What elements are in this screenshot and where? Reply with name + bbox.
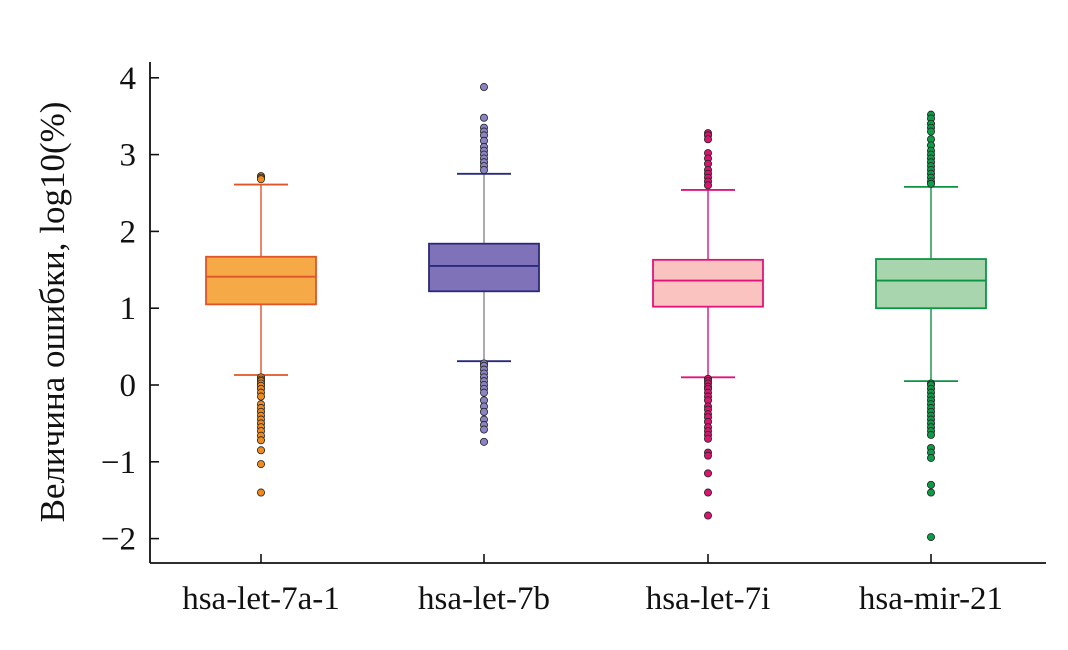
x-tick-label: hsa-mir-21	[859, 581, 1003, 617]
outlier-point	[927, 533, 936, 542]
outlier-point	[927, 453, 936, 462]
outlier-point	[927, 488, 936, 497]
outlier-point	[704, 135, 713, 144]
outlier-point	[704, 181, 713, 190]
outlier-point	[256, 436, 265, 445]
outlier-point	[256, 488, 265, 497]
outlier-point	[927, 430, 936, 439]
outlier-point	[927, 179, 936, 188]
y-tick-label: 2	[120, 214, 137, 250]
outlier-point	[704, 451, 713, 460]
outlier-point	[927, 127, 936, 136]
outlier-point	[256, 460, 265, 469]
outlier-point	[479, 165, 488, 174]
y-tick-label: −2	[101, 522, 136, 558]
outlier-point	[704, 469, 713, 478]
outlier-point	[479, 113, 488, 122]
outlier-point	[704, 434, 713, 443]
plot-area: −2 −1 0 1 2 3 4 hsa-let-7a-1 hsa-let-7b hsa-let-7…	[101, 61, 1046, 617]
outlier-point	[479, 437, 488, 446]
box-iqr	[652, 258, 764, 308]
x-tick-label: hsa-let-7b	[418, 581, 550, 617]
y-axis-label: Величина ошибки, log10(%)	[33, 102, 72, 523]
y-tick-label: 3	[120, 138, 137, 174]
outlier-point	[479, 388, 488, 397]
y-tick-label: −1	[101, 445, 136, 481]
y-tick-label: 4	[120, 61, 137, 97]
box-iqr	[875, 258, 987, 310]
outlier-point	[704, 511, 713, 520]
box-iqr	[205, 255, 317, 306]
outlier-point	[704, 488, 713, 497]
outlier-point	[479, 83, 488, 92]
y-tick-label: 1	[120, 291, 137, 327]
y-tick-label: 0	[120, 368, 137, 404]
outlier-point	[479, 407, 488, 416]
outlier-point	[256, 392, 265, 401]
outlier-point	[256, 175, 265, 184]
outlier-point	[256, 446, 265, 455]
x-tick-label: hsa-let-7a-1	[182, 581, 340, 617]
outlier-point	[479, 425, 488, 434]
box-iqr	[428, 242, 540, 293]
x-tick-label: hsa-let-7i	[646, 581, 771, 617]
outlier-point	[927, 480, 936, 489]
